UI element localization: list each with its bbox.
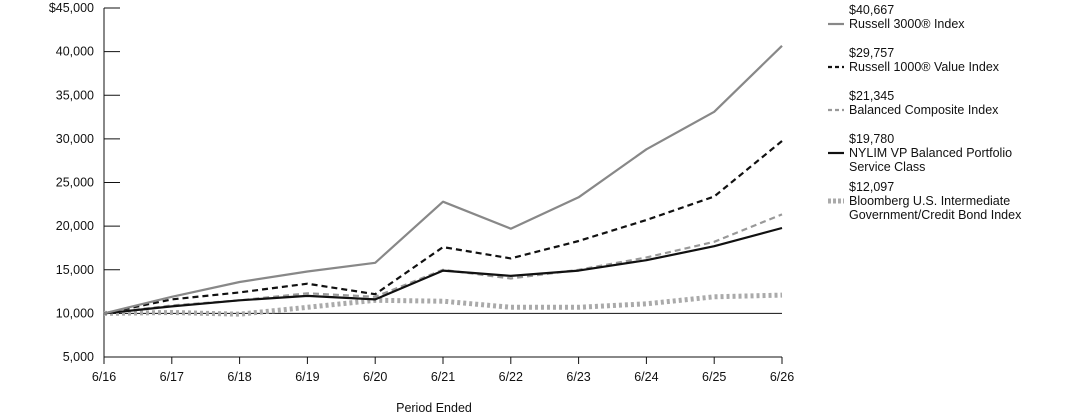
legend-label: NYLIM VP Balanced Portfolio — [849, 146, 1012, 160]
x-tick-label: 6/21 — [431, 370, 455, 384]
legend-label: Russell 3000® Index — [849, 17, 965, 31]
series-line-3 — [103, 226, 783, 315]
y-tick-label: 25,000 — [56, 176, 94, 190]
y-tick-label: 10,000 — [56, 306, 94, 320]
x-tick-label: 6/19 — [295, 370, 319, 384]
legend-label: Balanced Composite Index — [849, 103, 999, 117]
y-tick-label: 5,000 — [63, 350, 94, 364]
legend-label: Russell 1000® Value Index — [849, 60, 1000, 74]
x-tick-label: 6/20 — [363, 370, 387, 384]
x-tick-label: 6/16 — [92, 370, 116, 384]
legend-label: Service Class — [849, 160, 925, 174]
legend-label: Bloomberg U.S. Intermediate — [849, 194, 1010, 208]
x-tick-label: 6/17 — [160, 370, 184, 384]
chart-axes: $45,000 40,000 35,000 30,000 25,000 20,000 15,… — [49, 1, 794, 384]
x-tick-label: 6/25 — [702, 370, 726, 384]
data-series — [103, 45, 783, 317]
legend-value: $21,345 — [849, 89, 894, 103]
series-line-1 — [103, 140, 783, 315]
x-tick-label: 6/24 — [634, 370, 658, 384]
x-tick-label: 6/18 — [227, 370, 251, 384]
y-tick-label: 35,000 — [56, 88, 94, 102]
legend-value: $12,097 — [849, 180, 894, 194]
legend-value: $40,667 — [849, 3, 894, 17]
legend-value: $19,780 — [849, 132, 894, 146]
y-tick-label: 20,000 — [56, 219, 94, 233]
y-tick-label: $45,000 — [49, 1, 94, 15]
legend-label: Government/Credit Bond Index — [849, 208, 1022, 222]
x-axis-label: Period Ended — [396, 401, 472, 415]
y-tick-label: 40,000 — [56, 45, 94, 59]
legend-value: $29,757 — [849, 46, 894, 60]
y-tick-label: 15,000 — [56, 263, 94, 277]
x-tick-label: 6/23 — [566, 370, 590, 384]
series-line-4 — [103, 292, 783, 317]
series-line-0 — [103, 45, 783, 315]
x-tick-label: 6/26 — [770, 370, 794, 384]
x-tick-label: 6/22 — [499, 370, 523, 384]
y-tick-label: 30,000 — [56, 132, 94, 146]
